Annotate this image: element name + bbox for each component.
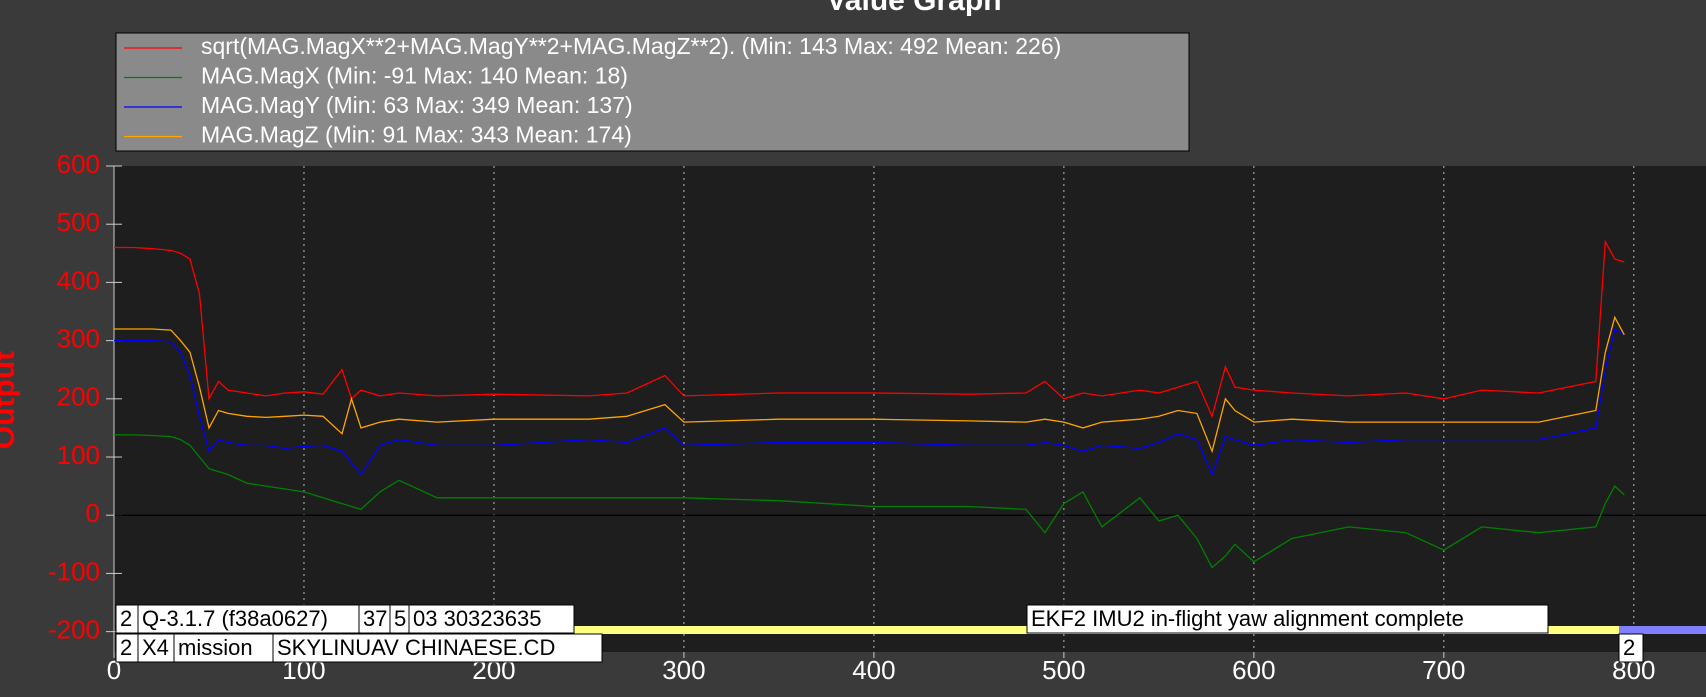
y-tick-label: 300 [57,323,100,353]
message-text: 37 [363,606,387,631]
y-tick-label: 500 [57,207,100,237]
message-text: SKYLINUAV CHINAESE.CD [277,635,555,660]
x-tick-label: 300 [662,655,705,685]
message-strip [1619,626,1706,634]
y-tick-label: -100 [48,556,100,586]
y-tick-label: 0 [86,498,100,528]
legend-label: MAG.MagY (Min: 63 Max: 349 Mean: 137) [201,92,633,118]
message-text: Q-3.1.7 (f38a0627) [142,606,328,631]
legend-label: MAG.MagX (Min: -91 Max: 140 Mean: 18) [201,63,628,89]
message-box [408,604,575,634]
legend-label: MAG.MagZ (Min: 91 Max: 343 Mean: 174) [201,122,632,148]
message-text: 5 [394,606,406,631]
message-text: mission [178,635,253,660]
message-text: 2 [120,606,132,631]
message-box [1026,604,1549,634]
message-box [173,633,274,663]
message-box [272,633,603,663]
x-tick-label: 500 [1042,655,1085,685]
series-line [114,239,1625,419]
y-tick-label: 600 [57,149,100,179]
message-text: 03 30323635 [413,606,541,631]
message-text: 2 [120,635,132,660]
message-text: 2 [1623,635,1635,660]
message-box [137,604,360,634]
series-line [114,434,1625,569]
y-axis-label: Output [0,351,21,449]
y-tick-label: 100 [57,440,100,470]
message-box [358,604,391,634]
series-line [114,315,1625,454]
chart-title: Value Graph [826,0,1001,17]
message-text: X4 [142,635,169,660]
plot-area [114,166,1706,652]
message-box [1618,633,1644,663]
legend-label: sqrt(MAG.MagX**2+MAG.MagY**2+MAG.MagZ**2… [201,33,1061,59]
y-tick-label: 400 [57,265,100,295]
series-line [114,327,1625,477]
legend-box [115,32,1190,152]
message-text: EKF2 IMU2 in-flight yaw alignment comple… [1031,606,1464,631]
x-tick-label: 400 [852,655,895,685]
y-tick-label: -200 [48,615,100,645]
y-tick-label: 200 [57,382,100,412]
x-tick-label: 700 [1422,655,1465,685]
x-tick-label: 600 [1232,655,1275,685]
